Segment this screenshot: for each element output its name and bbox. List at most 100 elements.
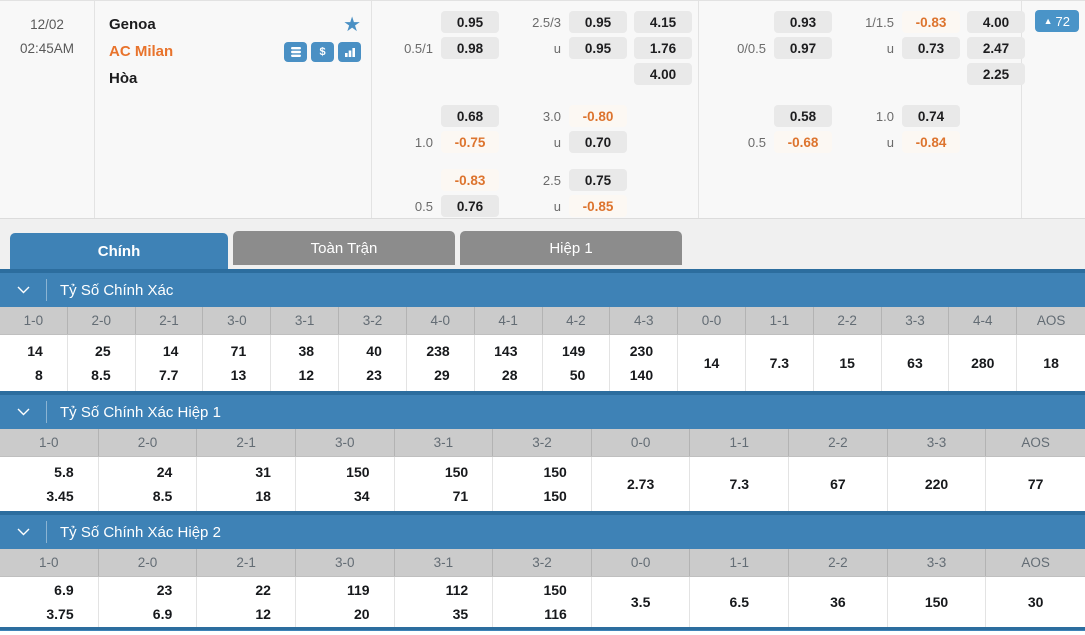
score-odds-cell[interactable]: 40 23 [339,335,407,391]
score-column-header: 4-2 [543,307,611,334]
score-odds-cell[interactable]: 150 71 [395,457,494,511]
score-odds-cell[interactable]: 14 7.7 [136,335,204,391]
score-column-header: 4-1 [475,307,543,334]
score-column-header: 3-0 [203,307,272,334]
score-odds-cell[interactable]: 6.5 [690,577,790,627]
match-row: 12/02 02:45AM Genoa ★ AC Milan $ Hòa [0,0,1085,219]
score-odds-cell[interactable]: 14 8 [0,335,68,391]
score-odds-cell[interactable]: 23 6.9 [99,577,198,627]
score-odds-cell[interactable]: 220 [888,457,987,511]
over-odds-button[interactable]: 0.75 [569,169,627,191]
score-odds-cell[interactable]: 36 [789,577,888,627]
handicap-odds-button[interactable]: 0.93 [774,11,832,33]
section-title: Tỷ Số Chính Xác Hiệp 1 [60,403,221,421]
score-odds-cell[interactable]: 38 12 [271,335,340,391]
score-column-header: 3-2 [493,429,592,456]
section-header[interactable]: Tỷ Số Chính Xác [0,273,1085,307]
score-odds-cell[interactable]: 31 18 [197,457,296,511]
handicap-odds-button[interactable]: 0.58 [774,105,832,127]
section-header[interactable]: Tỷ Số Chính Xác Hiệp 1 [0,395,1085,429]
score-odds-cell[interactable]: 77 [1027,476,1044,492]
section-title: Tỷ Số Chính Xác Hiệp 2 [60,523,221,541]
score-column-header: 3-3 [882,307,950,334]
ou-line-label: u [886,134,894,150]
score-odds-cell[interactable]: 7.3 [746,335,814,391]
score-odds-cell[interactable]: 14 [678,335,746,391]
handicap-odds-button[interactable]: 0.68 [441,105,499,127]
score-odds-cell[interactable]: 150 [888,577,987,627]
score-column-header: 1-0 [0,307,68,334]
table-header-row: 1-0 2-0 2-1 3-0 3-1 3-2 4-0 4-1 4-2 4-3 0-0 1-1 2-2 3… [0,307,1085,335]
dollar-icon[interactable]: $ [311,41,334,62]
handicap-line-label [709,11,767,33]
home-win-odds-button[interactable]: 4.15 [634,11,692,33]
handicap-odds-button[interactable]: 0.95 [441,11,499,33]
under-odds-button[interactable]: 0.73 [902,37,960,59]
score-odds-cell[interactable]: 63 [882,335,950,391]
score-odds-cell[interactable]: 230 140 [610,335,679,391]
under-odds-button[interactable]: 0.70 [569,131,627,153]
handicap-odds-button[interactable]: -0.68 [774,131,832,153]
match-time: 02:45AM [19,41,75,56]
tab-full-match[interactable]: Toàn Trận [233,231,455,265]
draw-odds-button[interactable]: 2.25 [967,63,1025,85]
handicap-odds-button[interactable]: 0.98 [441,37,499,59]
over-odds-button[interactable]: 0.95 [569,11,627,33]
away-win-odds-button[interactable]: 2.47 [967,37,1025,59]
score-odds-cell[interactable]: 3.5 [592,577,691,627]
ou-line-label: 2.5/3 [532,14,561,30]
under-odds-button[interactable]: -0.84 [902,131,960,153]
score-odds-cell[interactable]: 238 29 [407,335,475,391]
section-correct-score-half1: Tỷ Số Chính Xác Hiệp 1 1-0 2-0 2-1 3-0 3-1 3-… [0,395,1085,511]
score-column-header: 0-0 [678,307,746,334]
score-odds-cell[interactable]: 2.73 [592,457,691,511]
score-odds-cell[interactable]: 24 8.5 [99,457,198,511]
score-column-header: AOS [1036,313,1066,328]
score-odds-cell[interactable]: 15 [814,335,882,391]
under-odds-button[interactable]: 0.95 [569,37,627,59]
score-odds-cell[interactable]: 22 12 [197,577,296,627]
score-odds-cell[interactable]: 71 13 [203,335,272,391]
score-odds-cell[interactable]: 143 28 [475,335,543,391]
handicap-line-label [382,11,434,33]
section-header[interactable]: Tỷ Số Chính Xác Hiệp 2 [0,515,1085,549]
score-odds-cell[interactable]: 18 [1043,355,1059,371]
score-column-header: 2-1 [197,549,296,576]
more-markets-badge[interactable]: ▲ 72 [1034,10,1079,32]
handicap-odds-button[interactable]: -0.83 [441,169,499,191]
over-odds-button[interactable]: -0.80 [569,105,627,127]
handicap-odds-button[interactable]: 0.76 [441,195,499,217]
tab-main[interactable]: Chính [10,233,228,269]
under-odds-button[interactable]: -0.85 [569,195,627,217]
handicap-line-label: 0/0.5 [737,40,766,56]
score-odds-cell[interactable]: 280 [949,335,1018,391]
score-odds-cell[interactable]: 30 [1027,594,1044,610]
away-win-odds-button[interactable]: 1.76 [634,37,692,59]
handicap-odds-button[interactable]: -0.75 [441,131,499,153]
over-odds-button[interactable]: 0.74 [902,105,960,127]
score-odds-cell[interactable]: 119 20 [296,577,395,627]
score-odds-cell[interactable]: 150 150 [493,457,592,511]
bar-chart-icon[interactable] [338,41,361,62]
score-odds-cell[interactable]: 112 35 [395,577,494,627]
score-column-header: 1-1 [746,307,814,334]
header-divider [46,279,47,301]
star-icon[interactable]: ★ [343,13,361,36]
score-column-header: 4-3 [610,307,679,334]
score-odds-cell[interactable]: 6.9 3.75 [0,577,99,627]
score-odds-cell[interactable]: 150 34 [296,457,395,511]
stack-icon[interactable] [284,41,307,62]
score-odds-cell[interactable]: 5.8 3.45 [0,457,99,511]
score-odds-cell[interactable]: 25 8.5 [68,335,136,391]
score-odds-cell[interactable]: 67 [789,457,888,511]
over-odds-button[interactable]: -0.83 [902,11,960,33]
tab-half-1[interactable]: Hiệp 1 [460,231,682,265]
ou-line-label: u [553,134,561,150]
score-odds-cell[interactable]: 7.3 [690,457,790,511]
score-odds-cell[interactable]: 149 50 [543,335,611,391]
home-win-odds-button[interactable]: 4.00 [967,11,1025,33]
draw-odds-button[interactable]: 4.00 [634,63,692,85]
score-odds-cell[interactable]: 150 116 [493,577,592,627]
score-column-header: 4-0 [407,307,475,334]
handicap-odds-button[interactable]: 0.97 [774,37,832,59]
